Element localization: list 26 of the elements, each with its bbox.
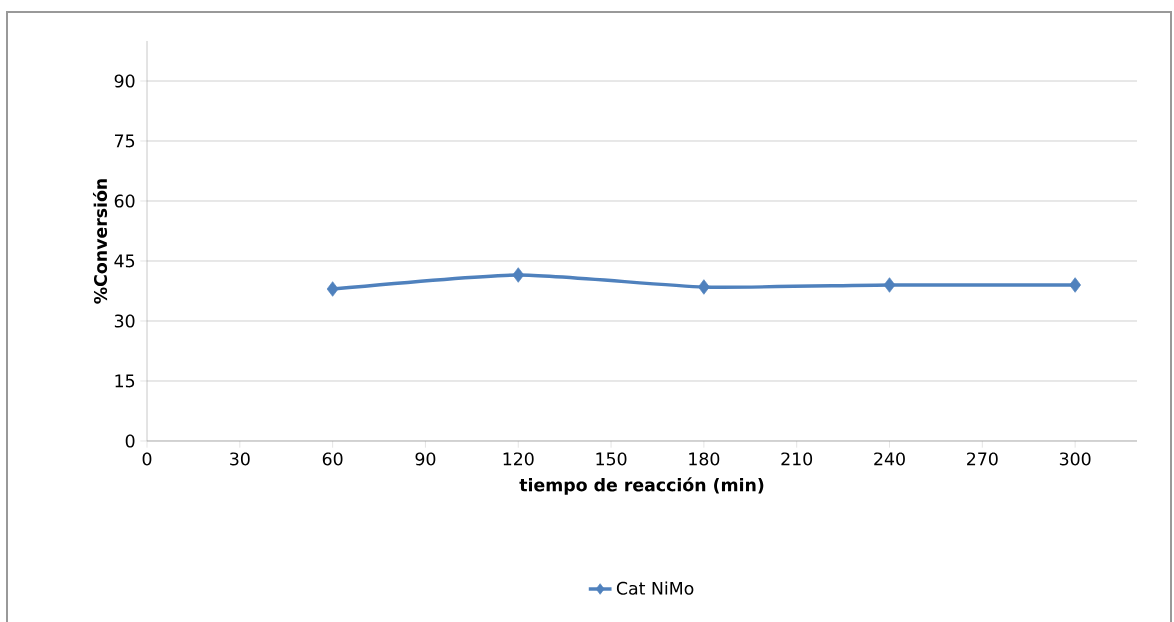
x-tick-label: 150: [596, 452, 627, 466]
y-tick-label: 30: [114, 314, 135, 328]
y-tick-label: 75: [114, 134, 135, 148]
point: [326, 281, 339, 297]
x-tick-label: 240: [874, 452, 905, 466]
x-tick-label: 0: [142, 452, 152, 466]
x-tick-label: 120: [503, 452, 534, 466]
x-tick-label: 30: [230, 452, 250, 466]
y-tick-label: 60: [114, 194, 135, 208]
y-tick-label: 90: [114, 74, 135, 88]
y-tick-label: 45: [114, 254, 135, 268]
legend-label: Cat NiMo: [616, 581, 694, 595]
x-tick-label: 90: [415, 452, 436, 466]
x-tick-label: 210: [781, 452, 813, 466]
point: [883, 277, 896, 293]
x-axis-title: tiempo de reacción (min): [519, 477, 764, 495]
x-tick-label: 300: [1059, 452, 1091, 466]
point: [1069, 277, 1081, 293]
x-tick-label: 270: [967, 452, 998, 466]
y-tick-label: 0: [125, 434, 135, 448]
y-axis-title: %Conversión: [92, 179, 108, 304]
x-tick-label: 60: [322, 452, 343, 466]
point: [512, 267, 525, 283]
y-tick-label: 15: [115, 374, 135, 388]
x-tick-label: 180: [689, 452, 720, 466]
point: [698, 279, 710, 295]
